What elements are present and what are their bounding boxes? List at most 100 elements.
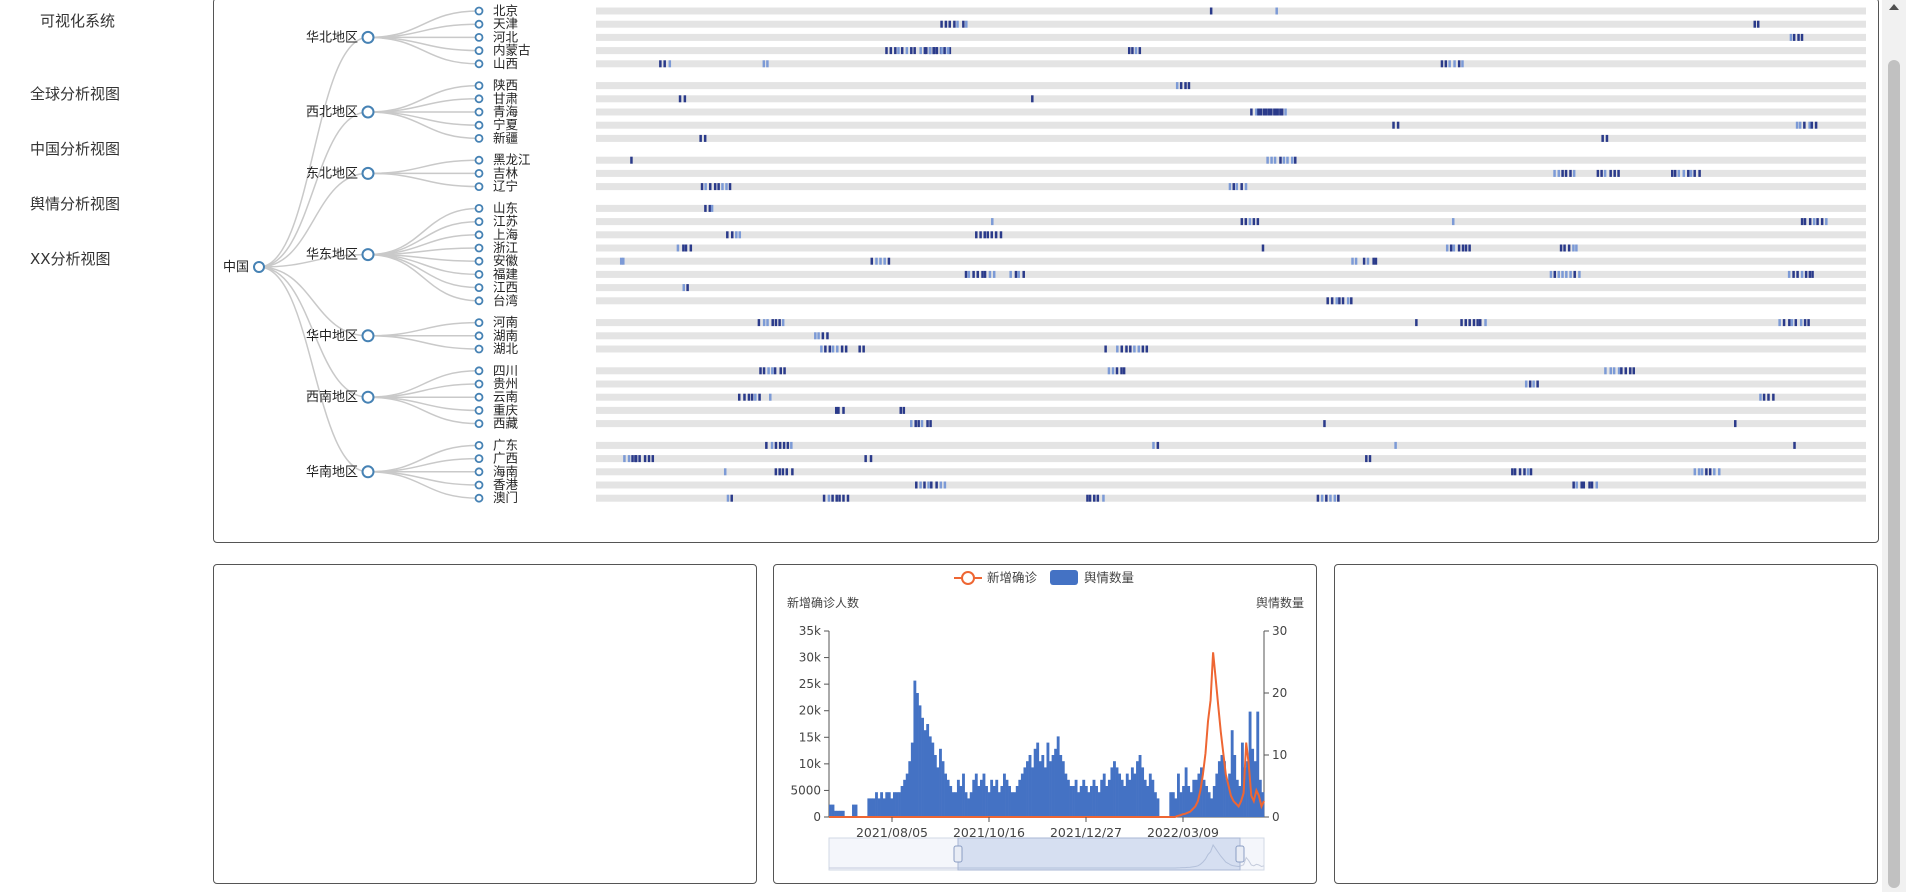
sentiment-bar	[880, 792, 884, 817]
heat-cell	[1365, 455, 1368, 463]
heat-cell	[927, 481, 930, 489]
sentiment-bar	[974, 773, 978, 817]
heat-cell	[1129, 345, 1132, 353]
heat-strip	[596, 380, 1866, 388]
heat-cell	[897, 47, 900, 55]
sentiment-bar	[995, 779, 999, 817]
heat-cell	[1617, 169, 1620, 177]
heat-cell	[643, 455, 647, 463]
tree-link	[367, 253, 480, 302]
heat-cell	[1563, 244, 1566, 252]
sentiment-bar	[910, 742, 914, 817]
tree-link	[367, 335, 480, 350]
sentiment-bar	[1097, 792, 1101, 817]
heat-strip	[596, 319, 1866, 327]
sentiment-bar	[1182, 786, 1185, 817]
province-node	[474, 269, 484, 279]
province-node	[474, 107, 484, 117]
tree-link	[258, 36, 369, 268]
sentiment-bar	[1138, 755, 1142, 817]
heat-strip	[596, 455, 1866, 463]
nav-xx-analysis[interactable]: XX分析视图	[30, 250, 111, 268]
tree-link	[367, 247, 480, 256]
heat-cell	[1351, 257, 1354, 265]
heat-cell	[929, 420, 932, 428]
heat-cell	[1256, 218, 1260, 226]
heat-cell	[879, 257, 882, 265]
sentiment-bar	[972, 779, 976, 817]
heat-cell	[1138, 47, 1142, 55]
sentiment-bar	[1130, 767, 1134, 817]
sentiment-bar	[1169, 792, 1173, 817]
heat-cell	[928, 47, 932, 55]
heat-cell	[1255, 108, 1258, 116]
sentiment-bar	[1253, 761, 1257, 817]
sentiment-bar	[1153, 792, 1157, 817]
heat-cell	[1600, 169, 1603, 177]
heat-cell	[1141, 345, 1145, 353]
heat-cell	[1440, 60, 1444, 68]
heat-cell	[947, 47, 950, 55]
sentiment-bar	[1118, 773, 1122, 817]
heat-cell	[842, 494, 845, 502]
region-label: 华中地区	[306, 329, 358, 344]
heat-cell	[869, 455, 873, 463]
tree-link	[367, 457, 480, 473]
heat-cell	[1415, 319, 1418, 327]
heat-cell	[1259, 108, 1263, 116]
province-label: 山东	[493, 200, 518, 215]
heat-cell	[1484, 319, 1487, 327]
sentiment-bar	[1120, 779, 1124, 817]
heat-cell	[737, 393, 741, 401]
heat-cell	[704, 183, 707, 191]
scroll-thumb[interactable]	[1888, 60, 1900, 888]
province-label: 广西	[493, 451, 518, 466]
sidebar: 可视化系统 全球分析视图 中国分析视图 舆情分析视图 XX分析视图	[0, 0, 205, 892]
scroll-up-icon[interactable]	[1889, 4, 1899, 10]
heat-cell	[1795, 121, 1799, 129]
heat-cell	[1825, 218, 1828, 226]
sentiment-bar	[854, 804, 858, 817]
app-title: 可视化系统	[40, 12, 116, 30]
heat-cell	[726, 231, 729, 239]
nav-china-analysis[interactable]: 中国分析视图	[30, 140, 121, 158]
heat-cell	[730, 231, 734, 239]
heat-cell	[708, 183, 712, 191]
heat-cell	[790, 441, 793, 449]
sentiment-bar	[1069, 786, 1073, 817]
nav-sentiment-analysis[interactable]: 舆情分析视图	[30, 195, 121, 213]
sentiment-bar	[1008, 786, 1011, 817]
heat-cell	[1014, 270, 1018, 278]
sentiment-bar	[892, 792, 896, 817]
heat-cell	[814, 332, 817, 340]
province-label: 云南	[493, 389, 518, 404]
heat-cell	[889, 47, 893, 55]
sentiment-bar	[1077, 792, 1081, 817]
province-label: 重庆	[493, 402, 519, 417]
nav-global-analysis[interactable]: 全球分析视图	[30, 85, 121, 103]
heat-cell	[699, 134, 702, 142]
heat-cell	[1273, 156, 1277, 164]
heat-cell	[1279, 108, 1282, 116]
heat-cell	[1187, 82, 1191, 90]
heat-cell	[1270, 156, 1273, 164]
heat-cell	[700, 183, 704, 191]
tree-link	[367, 172, 480, 188]
page-scrollbar[interactable]	[1882, 0, 1906, 892]
heat-cell	[986, 231, 990, 239]
sentiment-bar	[916, 693, 919, 817]
sentiment-bar	[1059, 755, 1063, 817]
province-label: 台湾	[493, 293, 518, 308]
heat-cell	[1291, 156, 1294, 164]
heat-cell	[1111, 367, 1115, 375]
heat-cell	[765, 441, 768, 449]
tree-link	[258, 172, 369, 268]
sentiment-bar	[1212, 786, 1216, 817]
province-node	[474, 155, 484, 165]
heat-cell	[828, 345, 832, 353]
heat-cell	[1561, 270, 1564, 278]
sentiment-bar	[885, 792, 889, 817]
heat-cell	[1613, 169, 1616, 177]
heat-cell	[915, 481, 918, 489]
